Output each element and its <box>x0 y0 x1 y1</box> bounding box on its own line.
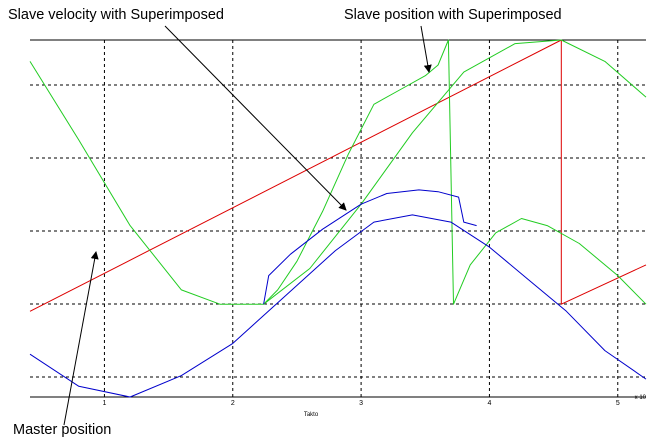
x-tick-label: 1 <box>102 400 106 407</box>
series-slave_velocity_superimposed <box>263 189 477 305</box>
arrow-slave-velocity <box>164 25 347 211</box>
x-tick-label: 4 <box>487 400 491 407</box>
x-tick-labels: 1 2 3 4 5 <box>102 400 619 407</box>
series-group <box>29 39 647 398</box>
arrow-slave-position <box>420 25 432 73</box>
series-slave_velocity <box>29 214 647 398</box>
annotation-master-position: Master position <box>13 422 112 438</box>
x-tick-label: 2 <box>231 400 235 407</box>
x-axis-label: Takto <box>304 412 319 418</box>
x-tick-label: 3 <box>359 400 363 407</box>
x-tick-label: 5 <box>616 400 620 407</box>
series-slave_position <box>29 39 647 305</box>
series-master_position <box>29 39 647 312</box>
grid <box>30 39 646 398</box>
annotation-arrows <box>63 25 432 426</box>
x-multiplier-label: x 10 <box>635 395 647 401</box>
annotation-slave-position: Slave position with Superimposed <box>344 7 562 23</box>
annotation-slave-velocity: Slave velocity with Superimposed <box>8 7 224 23</box>
arrow-master-position <box>63 251 99 426</box>
series-slave_position_superimposed <box>263 39 647 305</box>
